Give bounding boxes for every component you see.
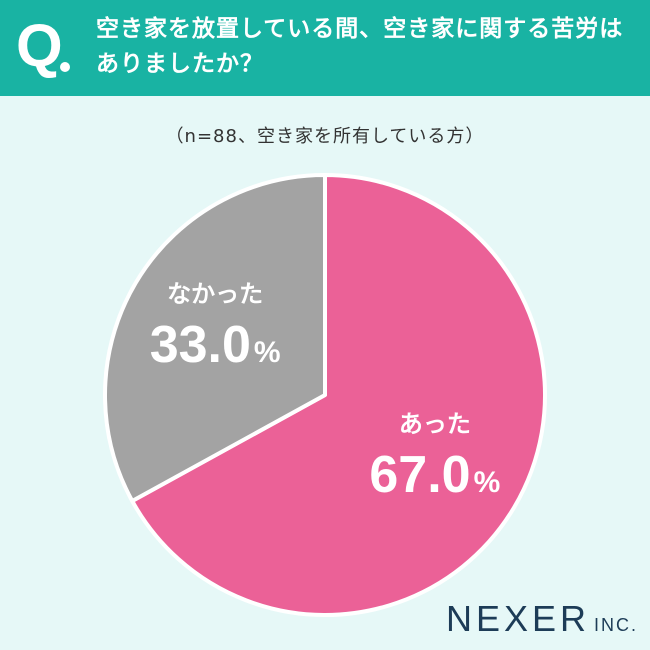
question-text: 空き家を放置している間、空き家に関する苦労は ありましたか？ bbox=[96, 12, 636, 82]
brand-logo: NEXER INC. bbox=[446, 598, 638, 640]
q-dot-icon bbox=[60, 62, 70, 72]
slice-value-unit-1: % bbox=[254, 336, 281, 369]
sample-note: （n=88、空き家を所有している方） bbox=[165, 126, 485, 147]
question-line-1: 空き家を放置している間、空き家に関する苦労は bbox=[96, 16, 624, 42]
slice-value-0: 67.0% bbox=[369, 446, 500, 504]
brand-suffix: INC. bbox=[594, 615, 639, 635]
slice-label-1: なかった bbox=[167, 280, 263, 308]
slice-label-0: あった bbox=[399, 410, 471, 438]
question-line-2: ありましたか？ bbox=[96, 51, 264, 77]
slice-value-number-0: 67.0 bbox=[369, 446, 470, 504]
brand-name: NEXER bbox=[446, 598, 591, 639]
q-mark: Q bbox=[16, 12, 63, 79]
pie-slice-0 bbox=[130, 173, 547, 617]
slice-value-unit-0: % bbox=[474, 466, 501, 499]
slice-value-1: 33.0% bbox=[150, 316, 281, 374]
slice-value-number-1: 33.0 bbox=[150, 316, 251, 374]
pie-slice-1 bbox=[103, 173, 327, 503]
question-header: Q 空き家を放置している間、空き家に関する苦労は ありましたか？ bbox=[0, 0, 650, 96]
